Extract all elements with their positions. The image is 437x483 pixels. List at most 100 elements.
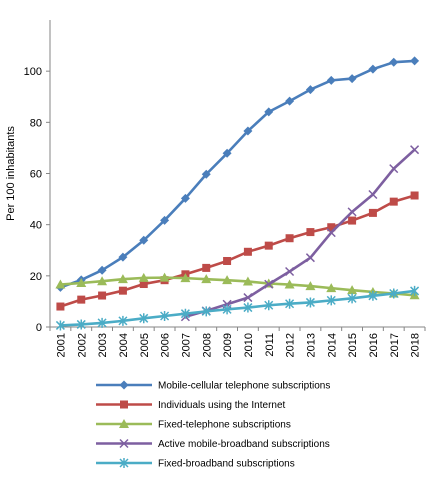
data-point	[159, 272, 170, 282]
data-point	[97, 265, 107, 275]
data-point	[285, 298, 295, 309]
y-tick-label: 40	[30, 220, 42, 232]
y-tick-label: 20	[30, 271, 42, 283]
x-tick-label: 2017	[389, 333, 401, 357]
data-point	[368, 189, 378, 200]
legend-marker	[120, 400, 128, 409]
data-point	[77, 295, 86, 304]
x-tick-labels: 2001 2002 2003 2004 2005 2006 2007 2008 2009 2010…	[55, 333, 421, 357]
x-tick-label: 2011	[264, 333, 276, 357]
data-point	[223, 256, 232, 265]
y-tick-label: 100	[24, 66, 42, 78]
data-point	[347, 285, 358, 295]
legend-label: Individuals using the Internet	[158, 400, 286, 411]
data-point	[410, 145, 420, 155]
data-point	[305, 281, 316, 291]
legend-item: Fixed-broadband subscriptions	[96, 458, 295, 470]
x-tick-label: 2004	[118, 333, 130, 357]
data-point	[389, 57, 399, 67]
data-point	[139, 313, 149, 324]
data-point	[368, 208, 377, 217]
data-point	[98, 291, 107, 300]
x-tick-label: 2007	[180, 333, 192, 357]
data-point	[138, 272, 149, 282]
legend-item: Individuals using the Internet	[96, 400, 286, 411]
data-point	[368, 290, 378, 301]
x-tick-label: 2002	[76, 333, 88, 357]
legend-marker	[119, 438, 129, 449]
data-point	[326, 228, 336, 238]
data-point	[201, 306, 211, 317]
data-point	[118, 252, 128, 262]
data-point	[389, 164, 399, 174]
x-tick-label: 2016	[368, 333, 380, 357]
data-point	[327, 223, 336, 232]
data-point	[243, 126, 253, 136]
legend-item: Mobile-cellular telephone subscriptions	[96, 380, 330, 392]
data-point	[368, 64, 378, 74]
data-point	[118, 286, 127, 295]
x-tick-label: 2005	[139, 333, 151, 357]
legend-label: Active mobile-broadband subscriptions	[158, 439, 330, 450]
x-tick-label: 2010	[243, 333, 255, 357]
data-point	[347, 74, 357, 84]
x-tick-label: 2018	[410, 333, 422, 357]
y-axis-label: Per 100 inhabitants	[5, 126, 17, 221]
data-point	[180, 273, 191, 283]
legend-marker	[119, 458, 129, 468]
data-point	[76, 319, 86, 330]
y-tick-label: 80	[30, 117, 42, 129]
data-point	[222, 304, 232, 315]
x-tick-label: 2014	[326, 333, 338, 357]
data-point	[348, 216, 357, 225]
x-tick-label: 2013	[305, 333, 317, 357]
data-point	[410, 285, 420, 296]
legend-label: Fixed-telephone subscriptions	[158, 420, 291, 431]
data-point	[347, 293, 357, 304]
data-point	[242, 276, 253, 286]
data-point	[326, 283, 337, 293]
data-point	[305, 297, 315, 308]
data-point	[139, 280, 148, 289]
x-tick-label: 2001	[55, 333, 67, 357]
data-point	[243, 293, 253, 303]
series-line	[60, 276, 415, 297]
data-point	[389, 197, 398, 206]
series-group	[55, 56, 420, 331]
data-point	[56, 302, 65, 311]
data-point	[55, 320, 65, 331]
data-point	[201, 169, 211, 179]
data-point	[201, 274, 212, 284]
legend-marker	[119, 419, 129, 428]
data-point	[76, 277, 87, 287]
data-point	[306, 228, 315, 237]
data-point	[117, 274, 128, 284]
data-point	[347, 207, 357, 217]
y-tick-labels: 0 20 40 60 80 100	[24, 66, 42, 334]
data-point	[326, 75, 336, 85]
data-point	[389, 288, 399, 299]
x-tick-label: 2012	[285, 333, 297, 357]
series-3	[55, 272, 420, 300]
data-point	[222, 148, 232, 158]
data-point	[160, 215, 170, 225]
legend: Mobile-cellular telephone subscriptions I…	[96, 380, 330, 470]
x-tick-label: 2009	[222, 333, 234, 357]
x-tick-label: 2003	[97, 333, 109, 357]
series-line	[59, 59, 415, 289]
data-point	[180, 193, 190, 203]
data-point	[410, 191, 419, 200]
legend-item: Fixed-telephone subscriptions	[96, 419, 291, 431]
series-5	[55, 285, 420, 331]
data-point	[55, 279, 66, 289]
data-point	[284, 279, 295, 289]
series-line	[60, 289, 415, 327]
data-point	[285, 234, 294, 243]
data-point	[326, 295, 336, 306]
data-point	[97, 317, 107, 328]
legend-item: Active mobile-broadband subscriptions	[96, 438, 330, 450]
data-point	[243, 247, 252, 256]
data-point	[264, 241, 273, 250]
x-tick-label: 2015	[347, 333, 359, 357]
